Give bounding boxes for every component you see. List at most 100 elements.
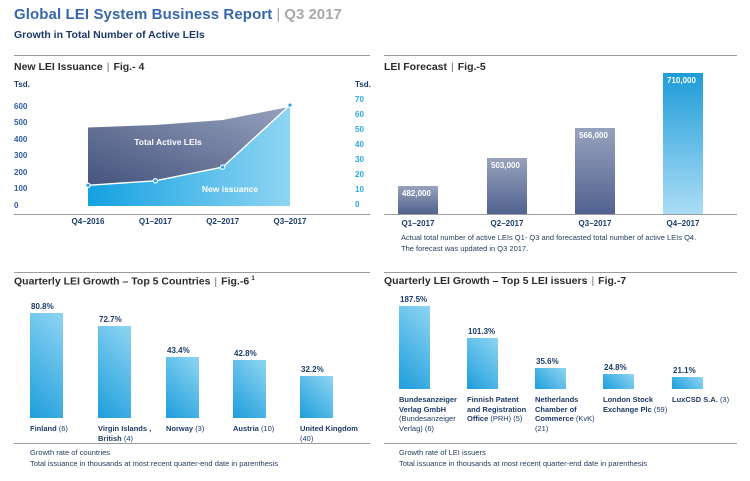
category-detail: (Bundesanzeiger Verlag) (6) <box>399 414 456 433</box>
left-axis-tick: 400 <box>14 134 28 144</box>
growth-bar <box>603 374 634 389</box>
fig5-lei-forecast-panel: LEI Forecast | Fig.-5 Actual total number … <box>384 58 737 260</box>
growth-bar <box>399 306 430 389</box>
bar-value-label: 32.2% <box>301 365 324 374</box>
fig4-new-lei-issuance-panel: New LEI Issuance | Fig.- 4 Tsd. Tsd. 600 50 0 4… <box>14 58 371 230</box>
forecast-bar <box>575 128 615 214</box>
category-detail: (40) <box>300 433 314 443</box>
report-header: Global LEI System Business Report | Q3 201… <box>14 6 342 41</box>
fig7-caption-line2: Total issuance in thousands at most rece… <box>399 459 648 468</box>
x-axis-label: Q1–2017 <box>401 219 435 228</box>
fig6-title-text: Quarterly LEI Growth – Top 5 Countries <box>14 275 211 288</box>
caption-separator-line <box>14 443 370 444</box>
fig5-axis-line <box>384 214 737 215</box>
fig7-caption-line1: Growth rate of LEI issuers <box>399 448 486 457</box>
category-label: Bundesanzeiger Verlag GmbH (Bundesanzeig… <box>399 395 465 433</box>
fig4-fig-label: Fig.- 4 <box>113 61 145 73</box>
bar-value-label: 566,000 <box>579 131 608 140</box>
left-axis-unit: Tsd. <box>14 80 30 89</box>
right-axis-tick: 40 <box>355 139 364 149</box>
bar-value-label: 710,000 <box>667 76 696 85</box>
category-detail: (59) <box>653 404 668 414</box>
right-axis-tick: 20 <box>355 170 364 180</box>
forecast-bar <box>487 158 527 214</box>
forecast-bar <box>398 186 438 214</box>
growth-bar <box>233 360 266 418</box>
bar-value-label: 24.8% <box>604 363 627 372</box>
title-pipe: | <box>214 275 218 288</box>
fig6-caption-line1: Growth rate of countries <box>30 448 111 457</box>
fig5-title-text: LEI Forecast <box>384 61 448 73</box>
category-detail: (3) <box>195 424 205 433</box>
bar-value-label: 42.8% <box>234 349 257 358</box>
bar-value-label: 21.1% <box>673 366 696 375</box>
new-issuance-area <box>88 105 290 206</box>
x-axis-label: Q1–2017 <box>138 217 172 226</box>
category-detail: (10) <box>260 424 275 433</box>
bar-value-label: 72.7% <box>99 315 122 324</box>
title-pipe: | <box>451 61 454 73</box>
left-axis-tick: 200 <box>14 167 28 177</box>
title-pipe: | <box>591 275 595 287</box>
caption-separator-line <box>384 443 737 444</box>
fig4-title-text: New LEI Issuance <box>14 61 103 73</box>
divider-line <box>14 272 370 273</box>
left-axis-tick: 100 <box>14 184 28 193</box>
right-axis-tick: 50 <box>355 124 364 134</box>
bar-value-label: 482,000 <box>402 189 431 198</box>
fig6-caption-line2: Total issuance in thousands at most rece… <box>30 459 279 468</box>
report-period: Q3 2017 <box>284 6 342 23</box>
report-title: Global LEI System Business Report <box>14 6 273 23</box>
fig6-title: Quarterly LEI Growth – Top 5 Countries | F… <box>14 275 255 288</box>
fig5-fig-label: Fig.-5 <box>457 61 486 73</box>
fig6-fig-label: Fig.-6 <box>221 275 250 288</box>
category-label: Finnish Patent and Registration Office (… <box>467 395 533 424</box>
divider-line <box>384 55 737 56</box>
bar-value-label: 43.4% <box>167 346 190 355</box>
category-label: Austria (10) <box>233 424 299 434</box>
category-name: Virgin Islands , British <box>98 424 152 443</box>
x-axis-label: Q3–2017 <box>273 217 307 226</box>
fig4-area-chart: Total Active LEIs New issuance <box>85 102 293 206</box>
left-axis-tick: 600 <box>14 101 28 111</box>
growth-bar <box>672 377 703 389</box>
fig6-top5-countries-panel: Quarterly LEI Growth – Top 5 Countries | F… <box>14 272 370 479</box>
right-axis-unit: Tsd. <box>355 80 371 89</box>
fig7-fig-label: Fig.-7 <box>598 275 627 287</box>
category-detail: (3) <box>719 395 730 404</box>
growth-bar <box>535 368 566 389</box>
fig5-caption: Actual total number of active LEIs Q1- Q… <box>401 233 697 253</box>
growth-bar <box>300 376 333 418</box>
fig7-title: Quarterly LEI Growth – Top 5 LEI issuers… <box>384 275 626 287</box>
left-axis-tick: 300 <box>14 151 28 160</box>
x-axis-label: Q4–2016 <box>71 217 105 226</box>
right-axis-tick: 10 <box>355 185 364 195</box>
category-detail: (4) <box>123 433 134 443</box>
new-issuance-line <box>87 104 291 186</box>
category-label: Finland (6) <box>30 424 96 434</box>
fig7-title-text: Quarterly LEI Growth – Top 5 LEI issuers <box>384 275 588 287</box>
fig5-title: LEI Forecast | Fig.-5 <box>384 61 486 73</box>
bar-value-label: 187.5% <box>400 295 428 304</box>
category-name: LuxCSD S.A. <box>672 395 720 404</box>
category-name: Austria <box>233 424 261 433</box>
fig4-title: New LEI Issuance | Fig.- 4 <box>14 61 144 73</box>
category-label: Virgin Islands , British (4) <box>98 424 164 443</box>
category-name: United Kingdom <box>300 424 358 433</box>
report-title-line: Global LEI System Business Report | Q3 201… <box>14 6 342 24</box>
growth-bar <box>467 338 498 389</box>
total-active-leis-area <box>88 105 290 186</box>
data-point-marker <box>85 182 91 189</box>
fig7-top5-issuers-panel: Quarterly LEI Growth – Top 5 LEI issuers… <box>384 272 737 479</box>
right-axis-tick: 30 <box>355 155 364 165</box>
x-axis-label: Q4–2017 <box>666 219 700 228</box>
category-label: London Stock Exchange Plc (59) <box>603 395 669 414</box>
growth-bar <box>98 326 131 418</box>
left-axis-tick: 0 <box>14 200 19 210</box>
growth-bar <box>166 357 199 418</box>
category-detail: (6) <box>58 424 68 433</box>
data-point-marker <box>219 164 226 170</box>
report-subtitle: Growth in Total Number of Active LEIs <box>14 29 205 41</box>
category-name: Finland <box>30 424 59 433</box>
total-active-leis-label: Total Active LEIs <box>134 137 202 147</box>
